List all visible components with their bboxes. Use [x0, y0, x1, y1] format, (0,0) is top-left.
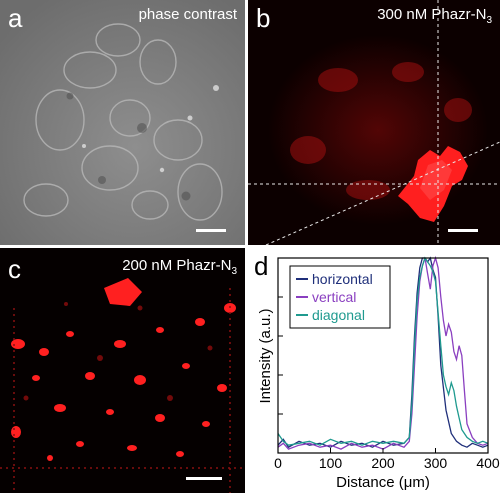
panel-label-c: c — [8, 254, 21, 284]
chart-legend: horizontal vertical diagonal — [289, 265, 391, 329]
scale-bar — [196, 229, 226, 232]
fluorescence-image-200nm — [0, 248, 245, 493]
panel-a-title: phase contrast — [138, 6, 237, 23]
x-tick-label: 0 — [274, 455, 282, 471]
x-tick-label: 300 — [424, 455, 448, 471]
series-line-horizontal — [277, 256, 489, 449]
panel-b-title: 300 nM Phazr-N3 — [377, 6, 492, 26]
intensity-chart: 0 100 200 300 400 horizontal vertical diagonal… — [257, 255, 500, 491]
panel-a-phase-contrast: a phase contrast — [0, 0, 245, 245]
series-line-diagonal — [277, 256, 489, 446]
x-tick-label: 400 — [476, 455, 500, 471]
panel-label-d: d — [254, 251, 269, 281]
panel-c-title: 200 nM Phazr-N3 — [122, 257, 237, 277]
legend-label-vertical: vertical — [312, 289, 356, 305]
panel-d-intensity-profile: 0 100 200 300 400 horizontal vertical diagonal… — [248, 248, 500, 493]
panel-label-a: a — [8, 3, 23, 33]
panel-b-fluorescence-300nm: b 300 nM Phazr-N3 — [248, 0, 500, 245]
fluorescence-image-300nm — [248, 0, 500, 245]
legend-label-diagonal: diagonal — [312, 307, 365, 323]
scale-bar — [448, 229, 478, 232]
x-tick-label: 200 — [371, 455, 395, 471]
x-tick-label: 100 — [319, 455, 343, 471]
x-axis-label: Distance (μm) — [336, 474, 430, 491]
panel-c-fluorescence-200nm: c 200 nM Phazr-N3 — [0, 248, 245, 493]
panel-label-b: b — [256, 3, 271, 33]
y-axis-label: Intensity (a.u.) — [257, 308, 274, 403]
phase-contrast-image — [0, 0, 245, 245]
plot-frame — [277, 257, 489, 454]
legend-label-horizontal: horizontal — [312, 271, 373, 287]
scale-bar — [186, 477, 222, 480]
